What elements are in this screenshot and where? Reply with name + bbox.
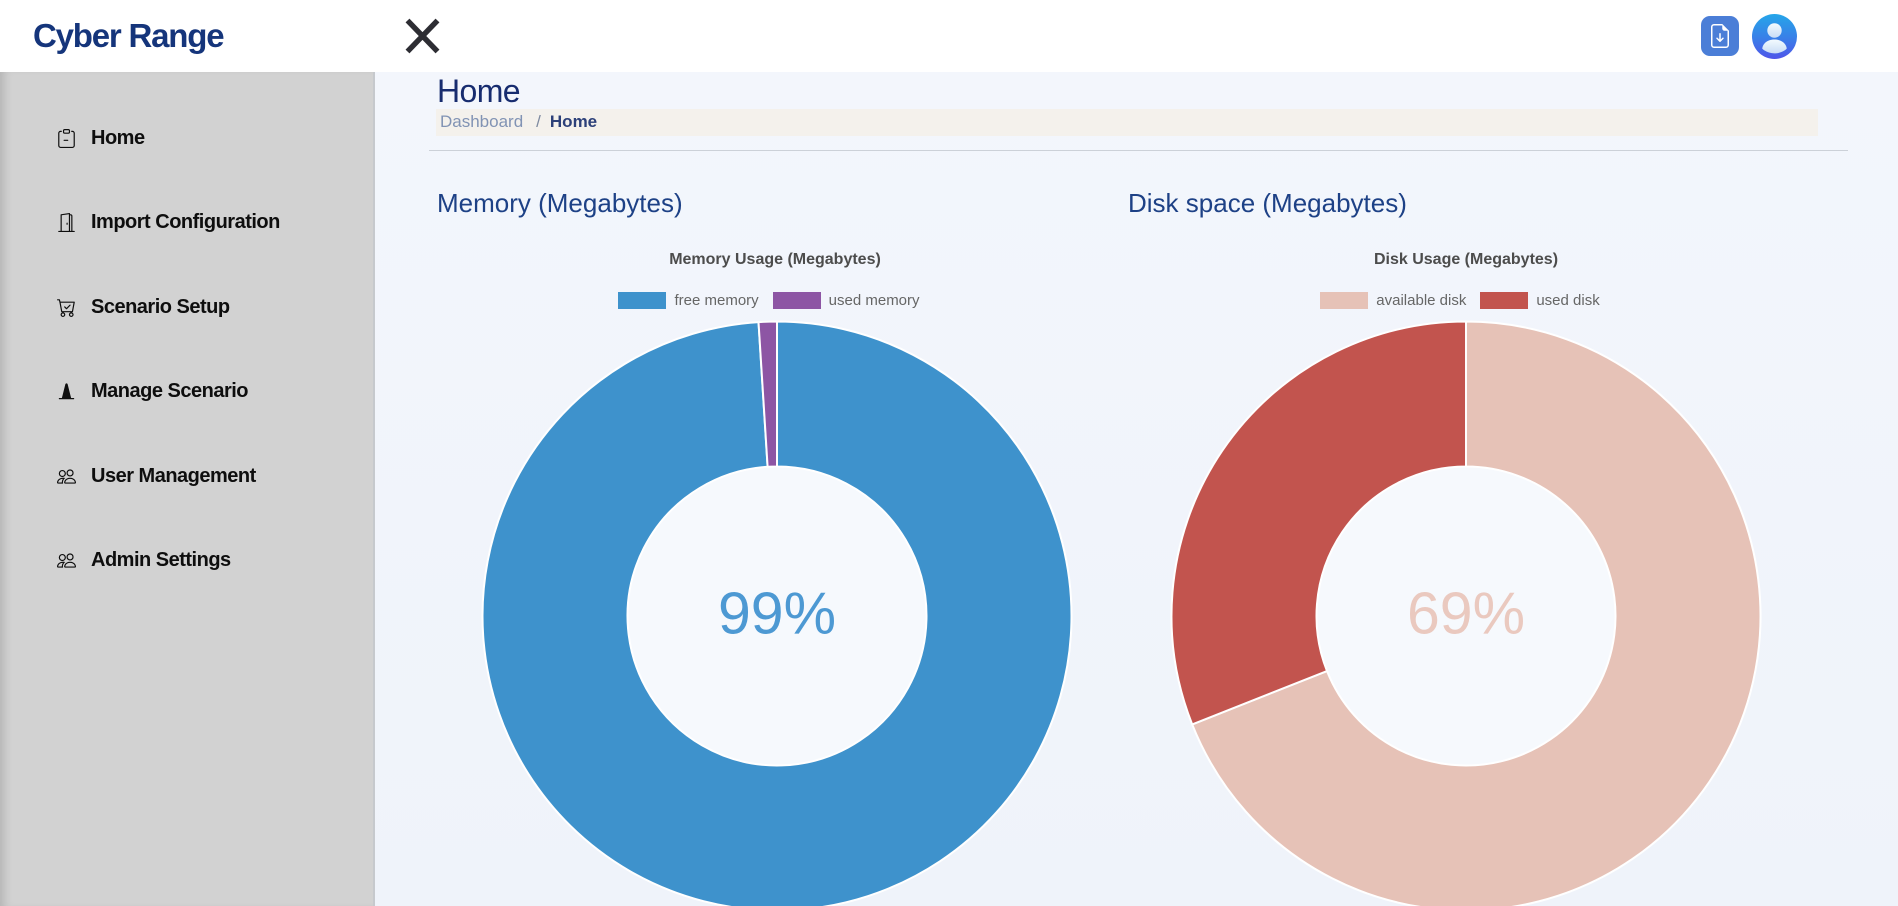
legend-swatch <box>772 291 821 309</box>
legend-label: available disk <box>1376 291 1467 309</box>
memory-section: Memory (Megabytes) Memory Usage (Megabyt… <box>437 151 1128 906</box>
legend-label: used disk <box>1536 291 1600 309</box>
page-title: Home <box>437 73 521 109</box>
cone-icon <box>57 382 76 401</box>
header-actions <box>1701 13 1898 59</box>
user-avatar-icon <box>1762 22 1787 53</box>
donut-slice-free-memory[interactable] <box>481 320 1073 906</box>
user-avatar-button[interactable] <box>1752 13 1797 59</box>
disk-chart: Disk Usage (Megabytes) available disk use… <box>1128 250 1804 906</box>
sidebar-item-manage-scenario[interactable]: Manage Scenario <box>0 350 373 435</box>
charts-row: Memory (Megabytes) Memory Usage (Megabyt… <box>437 151 1898 906</box>
sidebar-item-import-configuration[interactable]: Import Configuration <box>0 181 373 266</box>
legend-item[interactable]: used disk <box>1480 291 1600 309</box>
donut-slice-used-disk[interactable] <box>1170 320 1467 726</box>
app-title: Cyber Range <box>33 17 225 54</box>
sidebar-item-label: Home <box>91 126 145 149</box>
disk-chart-title: Disk Usage (Megabytes) <box>1373 250 1559 268</box>
memory-section-heading: Memory (Megabytes) <box>437 187 683 218</box>
donut-center-label: 99% <box>718 581 836 647</box>
donut-center-label: 69% <box>1406 581 1524 647</box>
donut-slice-used-memory[interactable] <box>757 320 778 468</box>
sidebar-item-admin-settings[interactable]: Admin Settings <box>0 519 373 604</box>
memory-chart-legend: free memory used memory <box>431 291 1107 309</box>
door-open-icon <box>57 213 76 233</box>
breadcrumb: Dashboard / Home <box>436 108 1818 136</box>
file-download-icon <box>1711 24 1729 48</box>
disk-section: Disk space (Megabytes) Disk Usage (Megab… <box>1128 151 1819 906</box>
sidebar-item-home[interactable]: Home <box>0 96 373 181</box>
people-icon <box>57 467 76 486</box>
sidebar: Home Import Configuration <box>0 72 375 906</box>
sidebar-item-scenario-setup[interactable]: Scenario Setup <box>0 265 373 350</box>
legend-swatch <box>1320 291 1369 309</box>
sidebar-item-label: Scenario Setup <box>91 295 230 318</box>
close-icon <box>405 18 439 54</box>
sidebar-item-label: Import Configuration <box>91 211 280 234</box>
legend-item[interactable]: free memory <box>618 291 759 309</box>
clipboard-icon <box>57 128 76 148</box>
main-content: Home Dashboard / Home Memory (Megabytes)… <box>375 72 1898 906</box>
sidebar-item-label: Manage Scenario <box>91 380 249 403</box>
content-divider <box>429 150 1848 151</box>
memory-donut-chart[interactable]: 99% <box>477 316 1077 906</box>
close-sidebar-button[interactable] <box>400 14 444 58</box>
cart-check-icon <box>57 298 76 317</box>
breadcrumb-dashboard-link[interactable]: Dashboard <box>440 112 524 131</box>
body-row: Home Import Configuration <box>0 72 1898 906</box>
people-icon <box>57 551 76 570</box>
legend-label: used memory <box>828 291 920 309</box>
legend-item[interactable]: available disk <box>1320 291 1467 309</box>
top-header: Cyber Range <box>0 0 1898 72</box>
sidebar-menu: Home Import Configuration <box>0 72 373 603</box>
disk-section-heading: Disk space (Megabytes) <box>1128 187 1407 218</box>
breadcrumb-current: Home <box>549 112 598 131</box>
sidebar-item-user-management[interactable]: User Management <box>0 434 373 519</box>
memory-chart-title: Memory Usage (Megabytes) <box>669 250 881 268</box>
disk-chart-legend: available disk used disk <box>1122 291 1798 309</box>
legend-label: free memory <box>674 291 759 309</box>
disk-donut-chart[interactable]: 69% <box>1166 316 1766 906</box>
memory-chart: Memory Usage (Megabytes) free memory used… <box>437 250 1113 906</box>
legend-item[interactable]: used memory <box>772 291 920 309</box>
legend-swatch <box>618 291 667 309</box>
donut-slice-available-disk[interactable] <box>1190 320 1761 906</box>
breadcrumb-separator: / <box>536 112 541 131</box>
sidebar-item-label: User Management <box>91 464 256 487</box>
export-file-button[interactable] <box>1701 16 1739 56</box>
legend-swatch <box>1480 291 1529 309</box>
sidebar-item-label: Admin Settings <box>91 549 231 572</box>
